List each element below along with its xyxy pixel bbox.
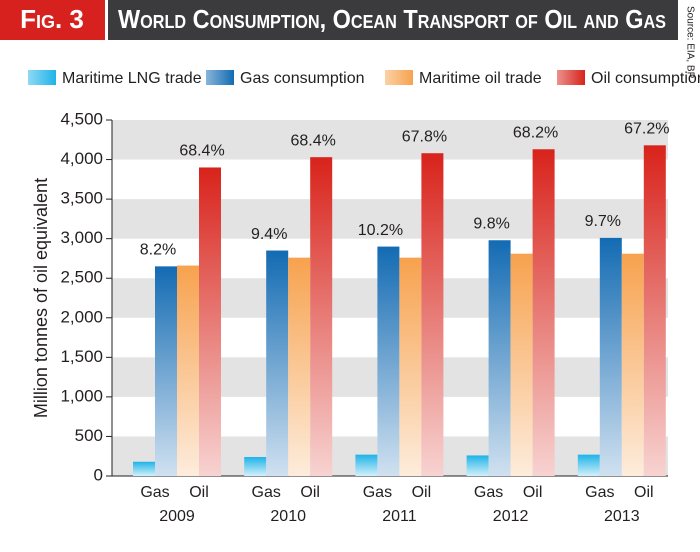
bar xyxy=(510,253,533,476)
annotation: 68.2% xyxy=(513,124,558,141)
bar xyxy=(621,253,644,476)
x-sub-label: Oil xyxy=(634,484,654,501)
x-sub-label: Gas xyxy=(474,484,503,501)
legend-swatch xyxy=(28,70,56,85)
legend-label: Gas consumption xyxy=(240,70,365,87)
title-box xyxy=(108,0,678,40)
bar xyxy=(421,153,444,476)
x-tick-label: 2009 xyxy=(159,508,195,525)
x-sub-label: Gas xyxy=(252,484,281,501)
x-sub-label: Gas xyxy=(140,484,169,501)
x-sub-label: Oil xyxy=(412,484,432,501)
bar xyxy=(244,457,267,476)
x-tick-label: 2011 xyxy=(382,508,417,525)
bar xyxy=(155,266,177,476)
legend-label: Maritime oil trade xyxy=(419,70,542,87)
legend-swatch xyxy=(206,70,234,85)
legend-swatch xyxy=(557,70,585,85)
annotation: 10.2% xyxy=(358,222,403,239)
legend-swatch xyxy=(385,70,413,85)
y-tick-label: 500 xyxy=(75,426,103,445)
annotation: 9.4% xyxy=(251,226,287,243)
bar xyxy=(133,461,155,476)
bar xyxy=(532,149,555,476)
bar xyxy=(599,237,622,476)
chart-title: World Consumption, Ocean Transport of Oi… xyxy=(118,4,666,34)
x-sub-label: Gas xyxy=(585,484,614,501)
annotation: 9.8% xyxy=(473,215,509,232)
y-tick-label: 4,000 xyxy=(60,149,103,168)
legend-label: Oil consumption xyxy=(591,70,700,87)
bar xyxy=(577,454,600,476)
annotation: 8.2% xyxy=(140,242,176,259)
bar xyxy=(266,250,289,476)
annotation: 68.4% xyxy=(179,143,224,160)
x-tick-label: 2012 xyxy=(493,508,529,525)
annotation: 67.2% xyxy=(624,121,669,138)
x-sub-label: Oil xyxy=(300,484,320,501)
bar xyxy=(355,454,378,476)
bar xyxy=(177,265,199,476)
figure-label-box xyxy=(0,0,105,40)
y-tick-label: 2,000 xyxy=(60,307,103,326)
bar xyxy=(399,257,422,476)
x-sub-label: Gas xyxy=(363,484,392,501)
x-sub-label: Oil xyxy=(189,484,209,501)
x-tick-label: 2010 xyxy=(270,508,306,525)
figure-label: Fig. 3 xyxy=(20,4,84,34)
bar xyxy=(199,167,221,476)
x-tick-label: 2013 xyxy=(604,508,640,525)
bar xyxy=(377,246,400,476)
bar xyxy=(488,240,511,476)
y-tick-label: 1,000 xyxy=(60,386,103,405)
source: Source: EIA, BP xyxy=(684,6,695,79)
bar xyxy=(310,157,333,476)
annotation: 9.7% xyxy=(585,213,621,230)
annotation: 68.4% xyxy=(291,132,336,149)
annotation: 67.8% xyxy=(402,128,447,145)
y-tick-label: 1,500 xyxy=(60,347,103,366)
y-axis-label: Million tonnes of oil equivalent xyxy=(31,178,51,418)
bar xyxy=(643,145,666,476)
x-sub-label: Oil xyxy=(523,484,543,501)
y-tick-label: 3,500 xyxy=(60,189,103,208)
y-tick-label: 2,500 xyxy=(60,268,103,287)
grid-band xyxy=(112,120,668,160)
y-tick-label: 4,500 xyxy=(60,109,103,128)
bar xyxy=(288,257,311,476)
legend-label: Maritime LNG trade xyxy=(62,70,202,87)
bar xyxy=(466,455,489,476)
y-tick-label: 0 xyxy=(94,465,103,484)
y-tick-label: 3,000 xyxy=(60,228,103,247)
